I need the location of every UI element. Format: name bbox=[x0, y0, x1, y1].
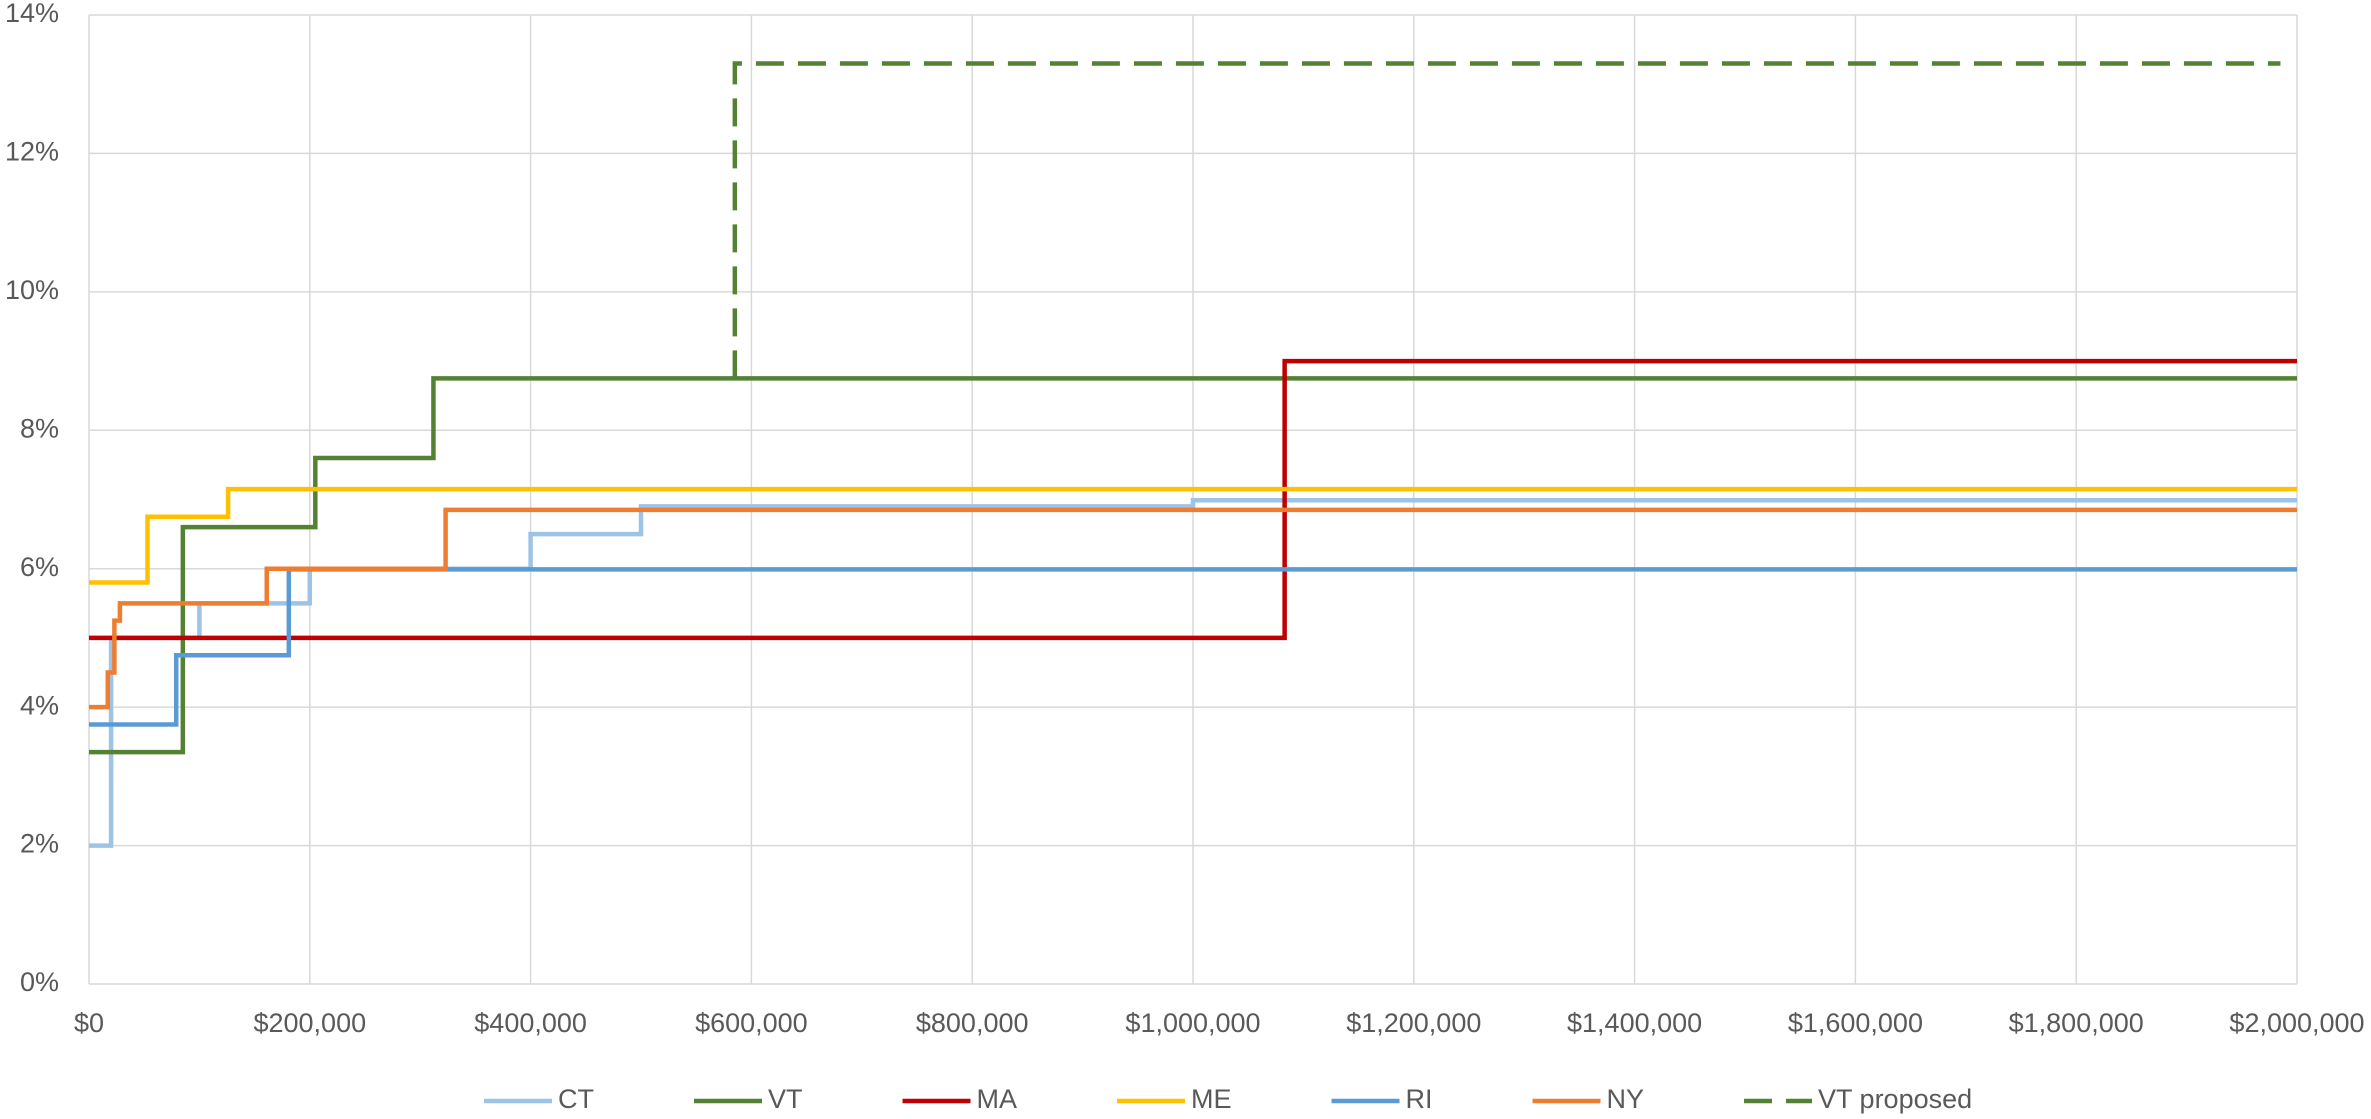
y-tick-label: 12% bbox=[5, 137, 59, 167]
x-tick-label: $1,800,000 bbox=[2009, 1008, 2144, 1038]
y-tick-label: 8% bbox=[20, 413, 59, 443]
x-tick-label: $600,000 bbox=[695, 1008, 808, 1038]
series-line bbox=[89, 376, 2297, 755]
y-tick-label: 0% bbox=[20, 967, 59, 997]
series-line bbox=[89, 507, 2297, 710]
y-tick-label: 6% bbox=[20, 552, 59, 582]
legend-label: VT proposed bbox=[1818, 1084, 1972, 1114]
x-tick-label: $1,400,000 bbox=[1567, 1008, 1702, 1038]
y-tick-label: 14% bbox=[5, 0, 59, 28]
legend-label: VT bbox=[768, 1084, 803, 1114]
series-line bbox=[732, 61, 2281, 379]
y-tick-label: 2% bbox=[20, 829, 59, 859]
legend-label: MA bbox=[977, 1084, 1018, 1114]
x-tick-label: $800,000 bbox=[916, 1008, 1029, 1038]
series-line bbox=[89, 358, 2297, 641]
series-line bbox=[89, 486, 2297, 585]
x-tick-label: $2,000,000 bbox=[2229, 1008, 2364, 1038]
x-tick-label: $200,000 bbox=[253, 1008, 366, 1038]
series-line bbox=[89, 567, 2297, 727]
legend-label: RI bbox=[1406, 1084, 1433, 1114]
x-tick-label: $1,200,000 bbox=[1346, 1008, 1481, 1038]
x-tick-label: $1,000,000 bbox=[1125, 1008, 1260, 1038]
x-tick-label: $400,000 bbox=[474, 1008, 587, 1038]
legend-label: ME bbox=[1191, 1084, 1232, 1114]
legend-label: CT bbox=[558, 1084, 594, 1114]
y-tick-label: 10% bbox=[5, 275, 59, 305]
y-tick-label: 4% bbox=[20, 690, 59, 720]
x-tick-label: $0 bbox=[74, 1008, 104, 1038]
legend-label: NY bbox=[1607, 1084, 1645, 1114]
x-tick-label: $1,600,000 bbox=[1788, 1008, 1923, 1038]
